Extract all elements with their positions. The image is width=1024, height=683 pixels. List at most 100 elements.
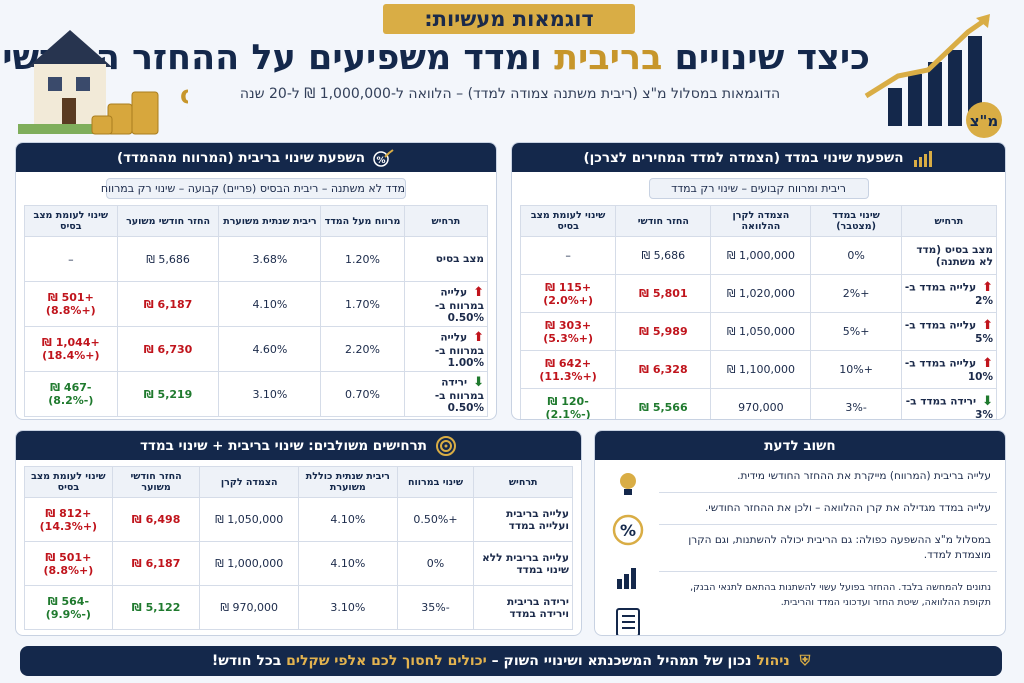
col-header: שינוי לעומת מצב בסיס [24,466,113,498]
percent-circle-icon: % [612,514,644,546]
payment-cell: 5,122 ₪ [111,585,201,630]
info-panel-title: חשוב לדעת [764,437,836,454]
scenario-cell: ⬇ירידה במרווח ב- 0.50% [403,371,489,417]
scenario-cell: ⬆עלייה במדד ב- 10% [900,350,998,389]
diff-cell: +501 ₪ (+8.8%) [24,281,118,327]
payment-cell: 5,801 ₪ [615,274,712,313]
diff-cell: +642 ₪ (+11.3%) [519,350,617,389]
table-row: ⬇ירידה במרווח ב- 0.50% 0.70% 3.10% 5,219 ₪ -… [24,371,489,417]
col-header: החזר חודשי משוער [111,466,201,498]
diff-cell: -120 ₪ (-2.1%) [519,388,617,419]
table-row: מצב בסיס (מדד לא משתנה) 0% 1,000,000 ₪ 5,68… [519,236,998,275]
combined-scenarios-panel: תרחישים משולבים: שינוי בריבית + שינוי במ… [15,430,582,636]
scenario-cell: עלייה בריבית ללא שינוי במדד [473,541,573,586]
margin-cell: 0% [396,541,475,586]
rate-cell: 4.60% [218,326,322,372]
arrow-up-icon: ⬆ [473,284,484,300]
arrow-up-icon: ⬆ [982,280,993,295]
diff-cell: -564 ₪ (-9.9%) [24,585,113,630]
diff-cell: – [24,236,118,282]
payment-cell: 6,187 ₪ [116,281,220,327]
bar-chart-icon [913,150,932,167]
header-banner: דוגמאות מעשיות: [383,4,635,34]
diff-cell: +1,044 ₪ (+18.4%) [24,326,118,372]
lightbulb-icon [620,473,636,495]
index-panel-title: השפעת שינוי במדד (הצמדה למדד המחירים לצר… [583,149,904,166]
info-item: במסלול מ"צ ההשפעה כפולה: גם הריבית יכולה… [659,525,997,572]
principal-cell: 1,000,000 ₪ [199,541,300,586]
payment-cell: 6,187 ₪ [111,541,201,586]
scenario-cell: מצב בסיס (מדד לא משתנה) [900,236,998,275]
rate-cell: 4.10% [218,281,322,327]
table-row: ירידה בריבית וירידה במדד -35% 3.10% 970,000… [24,585,573,630]
col-header: הצמדה לקרן ההלוואה [710,205,812,237]
margin-cell: 0.70% [320,371,405,417]
principal-cell: 1,000,000 ₪ [710,236,812,275]
index-change-cell: +5% [810,312,902,351]
info-icons: % [603,461,653,635]
payment-cell: 6,498 ₪ [111,497,201,542]
rate-cell: 4.10% [298,497,398,542]
rate-table: תרחיש מרווח מעל המדד ריבית שנתית משוערת … [24,205,489,417]
col-header: שינוי לעומת מצב בסיס [519,205,617,237]
col-header: מרווח מעל המדד [320,205,405,237]
growth-chart-illustration: מ"צ [864,14,1002,138]
principal-cell: 1,050,000 ₪ [710,312,812,351]
margin-cell: 1.20% [320,236,405,282]
table-row: ⬇ירידה במדד ב- 3% -3% 970,000 5,566 ₪ -120 ₪… [519,388,998,419]
table-row: מצב בסיס 1.20% 3.68% 5,686 ₪ – [24,236,489,282]
col-header: שינוי במרווח [396,466,475,498]
col-header: תרחיש [900,205,998,237]
footer-text: ניהול נכון של תמהיל המשכנתא ושינויי השוק… [211,653,790,669]
scenario-cell: ⬇ירידה במדד ב- 3% [900,388,998,419]
rate-cell: 4.10% [298,541,398,586]
info-panel-header: חשוב לדעת [595,431,1005,460]
combined-panel-title: תרחישים משולבים: שינוי בריבית + שינוי במ… [139,437,428,454]
table-row: עלייה בריבית ללא שינוי במדד 0% 4.10% 1,000,… [24,541,573,586]
payment-cell: 5,219 ₪ [116,371,220,417]
index-change-panel: השפעת שינוי במדד (הצמדה למדד המחירים לצר… [511,142,1006,420]
index-change-cell: +10% [810,350,902,389]
index-change-cell: -3% [810,388,902,419]
payment-cell: 5,566 ₪ [615,388,712,419]
shield-icon: ⛨ [799,653,811,669]
col-header: ריבית שנתית כוללת משוערת [298,466,398,498]
principal-cell: 1,020,000 ₪ [710,274,812,313]
arrow-down-icon: ⬇ [473,374,484,390]
checklist-icon [616,608,640,635]
rate-cell: 3.10% [298,585,398,630]
diff-cell: – [519,236,617,275]
scenario-cell: ⬆עלייה במרווח ב- 1.00% [403,326,489,372]
table-row: עלייה בריבית ועלייה במדד +0.50% 4.10% 1,050… [24,497,573,542]
percent-icon: % [180,84,188,125]
percent-trend-icon: % [373,148,394,167]
payment-cell: 5,686 ₪ [615,236,712,275]
bar-growth-icon [617,568,636,589]
scenario-cell: ירידה בריבית וירידה במדד [473,585,573,630]
margin-cell: -35% [396,585,475,630]
rate-cell: 3.68% [218,236,322,282]
col-header: תרחיש [403,205,489,237]
principal-cell: 1,050,000 ₪ [199,497,300,542]
diff-cell: +812 ₪ (+14.3%) [24,497,113,542]
combined-table: תרחיש שינוי במרווח ריבית שנתית כוללת משו… [24,466,573,630]
rate-change-panel: % השפעת שינוי בריבית (המרווח מההמדד) מדד… [15,142,497,420]
scenario-cell: עלייה בריבית ועלייה במדד [473,497,573,542]
svg-text:%: % [377,156,386,166]
payment-cell: 5,989 ₪ [615,312,712,351]
margin-cell: 2.20% [320,326,405,372]
footer-banner: ⛨ ניהול נכון של תמהיל המשכנתא ושינויי הש… [20,646,1002,676]
margin-cell: +0.50% [396,497,475,542]
table-row: ⬆עלייה במדד ב- 10% +10% 1,100,000 ₪ 6,328 ₪… [519,350,998,389]
principal-cell: 970,000 ₪ [199,585,300,630]
info-item: עלייה במדד מגדילה את קרן ההלוואה – ולכן … [659,493,997,525]
index-change-cell: +2% [810,274,902,313]
col-header: תרחיש [473,466,573,498]
rate-cell: 3.10% [218,371,322,417]
house-coins-illustration: % [18,30,188,135]
diff-cell: +115 ₪ (+2.0%) [519,274,617,313]
combined-panel-header: תרחישים משולבים: שינוי בריבית + שינוי במ… [16,431,581,460]
rate-panel-note: מדד לא משתנה – ריבית הבסיס (פריים) קבועה… [101,178,406,199]
scenario-cell: ⬆עלייה במדד ב- 5% [900,312,998,351]
index-table: תרחיש שינוי במדד (מצטבר) הצמדה לקרן ההלו… [519,205,998,419]
